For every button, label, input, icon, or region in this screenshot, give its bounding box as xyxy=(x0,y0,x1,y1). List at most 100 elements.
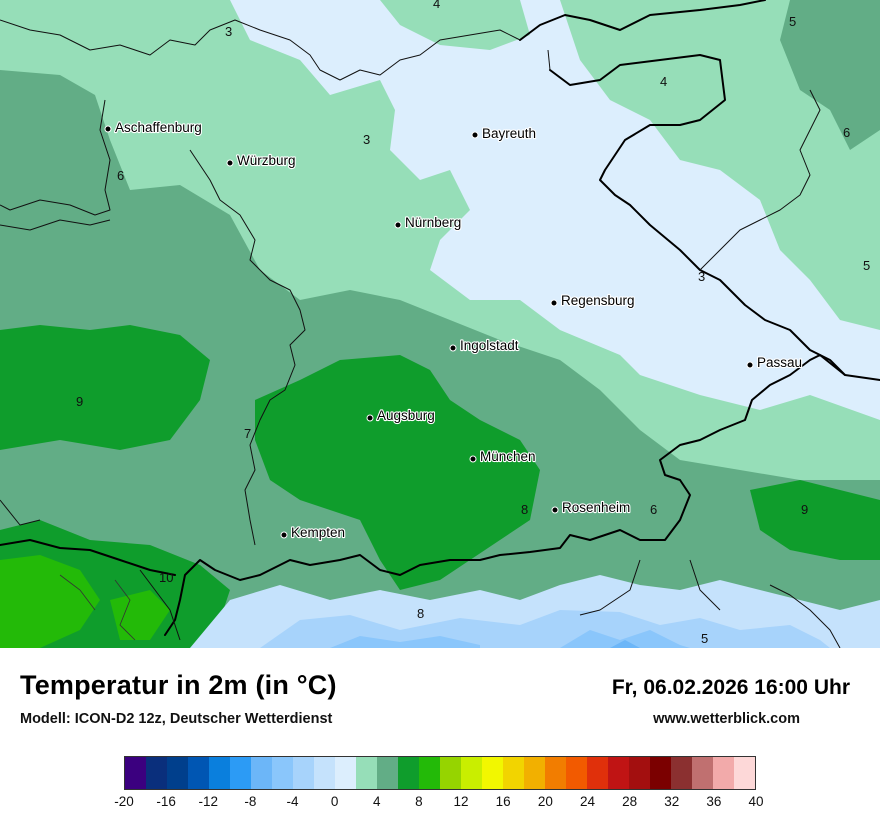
city-marker-nuernberg[interactable] xyxy=(394,221,402,229)
legend-swatch xyxy=(545,757,566,789)
city-label-wuerzburg: Würzburg xyxy=(237,153,296,168)
isoline-label: 6 xyxy=(650,502,657,517)
city-label-nuernberg: Nürnberg xyxy=(405,215,461,230)
isoline-label: 7 xyxy=(244,426,251,441)
city-marker-wuerzburg[interactable] xyxy=(226,159,234,167)
legend-swatch xyxy=(146,757,167,789)
isoline-label: 10 xyxy=(159,570,173,585)
legend-swatch xyxy=(125,757,146,789)
city-label-regensburg: Regensburg xyxy=(561,293,635,308)
isoline-labels: 4 3 5 3 4 6 6 3 5 9 7 8 6 9 10 8 5 xyxy=(76,0,870,646)
legend-tick-label: 24 xyxy=(579,794,595,809)
city-label-kempten: Kempten xyxy=(291,525,345,540)
isoline-label: 3 xyxy=(363,132,370,147)
city-label-passau: Passau xyxy=(757,355,802,370)
legend-swatch xyxy=(209,757,230,789)
legend-tick-label: 28 xyxy=(622,794,638,809)
legend-tick-label: -4 xyxy=(286,794,299,809)
temperature-map[interactable]: Aschaffenburg Würzburg Bayreuth Nürnberg… xyxy=(0,0,880,648)
isoline-label: 5 xyxy=(863,258,870,273)
legend-tick-label: 32 xyxy=(664,794,680,809)
legend-ticks: -20 -16 -12 -8 -4 0 4 8 12 16 20 24 28 32 36 40 xyxy=(114,794,763,812)
legend-swatch xyxy=(188,757,209,789)
city-label-augsburg: Augsburg xyxy=(377,408,435,423)
isoline-label: 8 xyxy=(521,502,528,517)
legend-tick-label: 16 xyxy=(495,794,511,809)
legend-swatch xyxy=(272,757,293,789)
legend-swatch xyxy=(440,757,461,789)
legend-swatch xyxy=(608,757,629,789)
temperature-band-6-8 xyxy=(0,0,880,648)
legend-tick-label: 12 xyxy=(453,794,469,809)
legend-swatch xyxy=(566,757,587,789)
isoline-label: 4 xyxy=(660,74,667,89)
legend-swatch xyxy=(482,757,503,789)
isoline-label: 4 xyxy=(433,0,440,11)
legend-swatch xyxy=(293,757,314,789)
city-labels: Aschaffenburg Würzburg Bayreuth Nürnberg… xyxy=(114,119,803,541)
legend-swatch xyxy=(314,757,335,789)
city-marker-regensburg[interactable] xyxy=(550,299,558,307)
legend-tick-label: 36 xyxy=(706,794,722,809)
state-border xyxy=(0,19,841,648)
region-lines xyxy=(59,574,136,641)
isoline-label: 6 xyxy=(117,168,124,183)
legend-tick-label: 8 xyxy=(415,794,423,809)
legend-tick-label: -12 xyxy=(198,794,219,809)
map-footer: Temperatur in 2m (in °C) Modell: ICON-D2… xyxy=(0,648,880,830)
legend-swatch xyxy=(377,757,398,789)
legend-swatch xyxy=(461,757,482,789)
city-label-aschaffenburg: Aschaffenburg xyxy=(115,120,202,135)
alps-cold-zone xyxy=(190,575,880,648)
city-marker-ingolstadt[interactable] xyxy=(449,344,457,352)
legend-swatch xyxy=(524,757,545,789)
legend-swatch xyxy=(629,757,650,789)
legend-swatch xyxy=(230,757,251,789)
legend-swatch xyxy=(692,757,713,789)
isoline-label: 6 xyxy=(843,125,850,140)
legend-tick-label: 20 xyxy=(537,794,553,809)
city-label-rosenheim: Rosenheim xyxy=(562,500,630,515)
legend-swatch xyxy=(503,757,524,789)
legend-swatch xyxy=(671,757,692,789)
isoline-label: 8 xyxy=(417,606,424,621)
legend-swatch xyxy=(398,757,419,789)
legend-swatch xyxy=(335,757,356,789)
city-label-muenchen: München xyxy=(480,449,536,464)
legend-swatch xyxy=(713,757,734,789)
isoline-label: 5 xyxy=(789,14,796,29)
legend-swatch xyxy=(734,757,755,789)
city-label-bayreuth: Bayreuth xyxy=(482,126,536,141)
city-markers xyxy=(104,125,754,539)
legend-swatch xyxy=(419,757,440,789)
isoline-label: 9 xyxy=(801,502,808,517)
isoline-label: 5 xyxy=(701,631,708,646)
legend-tick-label: 40 xyxy=(748,794,764,809)
model-info: Modell: ICON-D2 12z, Deutscher Wetterdie… xyxy=(20,711,333,727)
legend-swatch xyxy=(650,757,671,789)
isoline-label: 3 xyxy=(698,269,705,284)
temperature-band-10-12 xyxy=(0,555,170,648)
website-link[interactable]: www.wetterblick.com xyxy=(653,711,800,727)
city-marker-kempten[interactable] xyxy=(280,531,288,539)
city-marker-augsburg[interactable] xyxy=(366,414,374,422)
city-marker-bayreuth[interactable] xyxy=(471,131,479,139)
legend-tick-label: -16 xyxy=(156,794,176,809)
city-label-ingolstadt: Ingolstadt xyxy=(460,338,519,353)
city-marker-muenchen[interactable] xyxy=(469,455,477,463)
isoline-label: 9 xyxy=(76,394,83,409)
city-marker-passau[interactable] xyxy=(746,361,754,369)
country-border xyxy=(0,0,880,636)
color-legend xyxy=(124,756,756,790)
legend-swatch xyxy=(587,757,608,789)
city-marker-aschaffenburg[interactable] xyxy=(104,125,112,133)
legend-tick-label: 4 xyxy=(373,794,381,809)
legend-swatch xyxy=(356,757,377,789)
map-title: Temperatur in 2m (in °C) xyxy=(20,670,337,700)
legend-tick-label: -8 xyxy=(244,794,257,809)
legend-tick-label: 0 xyxy=(330,794,339,809)
legend-tick-label: -20 xyxy=(114,794,134,809)
legend-swatch xyxy=(167,757,188,789)
forecast-datetime: Fr, 06.02.2026 16:00 Uhr xyxy=(611,676,850,699)
city-marker-rosenheim[interactable] xyxy=(551,506,559,514)
